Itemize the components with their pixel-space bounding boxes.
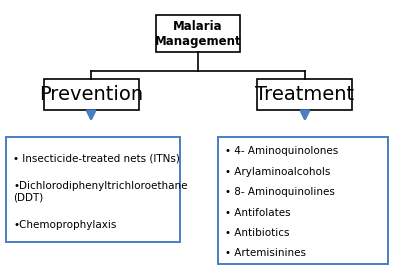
Bar xyxy=(6,137,180,242)
Text: • Antibiotics: • Antibiotics xyxy=(225,228,289,238)
Text: Prevention: Prevention xyxy=(39,85,143,104)
Bar xyxy=(44,79,139,110)
Text: Treatment: Treatment xyxy=(255,85,354,104)
Bar xyxy=(257,79,352,110)
Text: • 4- Aminoquinolones: • 4- Aminoquinolones xyxy=(225,146,338,157)
Text: • Antifolates: • Antifolates xyxy=(225,208,291,218)
Text: Malaria
Management: Malaria Management xyxy=(155,20,241,48)
Text: • Insecticide-treated nets (ITNs): • Insecticide-treated nets (ITNs) xyxy=(13,153,180,163)
Text: •Chemoprophylaxis: •Chemoprophylaxis xyxy=(13,220,116,230)
Text: • 8- Aminoquinolines: • 8- Aminoquinolines xyxy=(225,187,335,197)
Text: • Artemisinines: • Artemisinines xyxy=(225,248,306,259)
Bar xyxy=(156,15,240,52)
Text: •Dichlorodiphenyltrichloroethane
(DDT): •Dichlorodiphenyltrichloroethane (DDT) xyxy=(13,181,188,203)
Bar xyxy=(218,137,388,264)
Text: • Arylaminoalcohols: • Arylaminoalcohols xyxy=(225,167,330,177)
